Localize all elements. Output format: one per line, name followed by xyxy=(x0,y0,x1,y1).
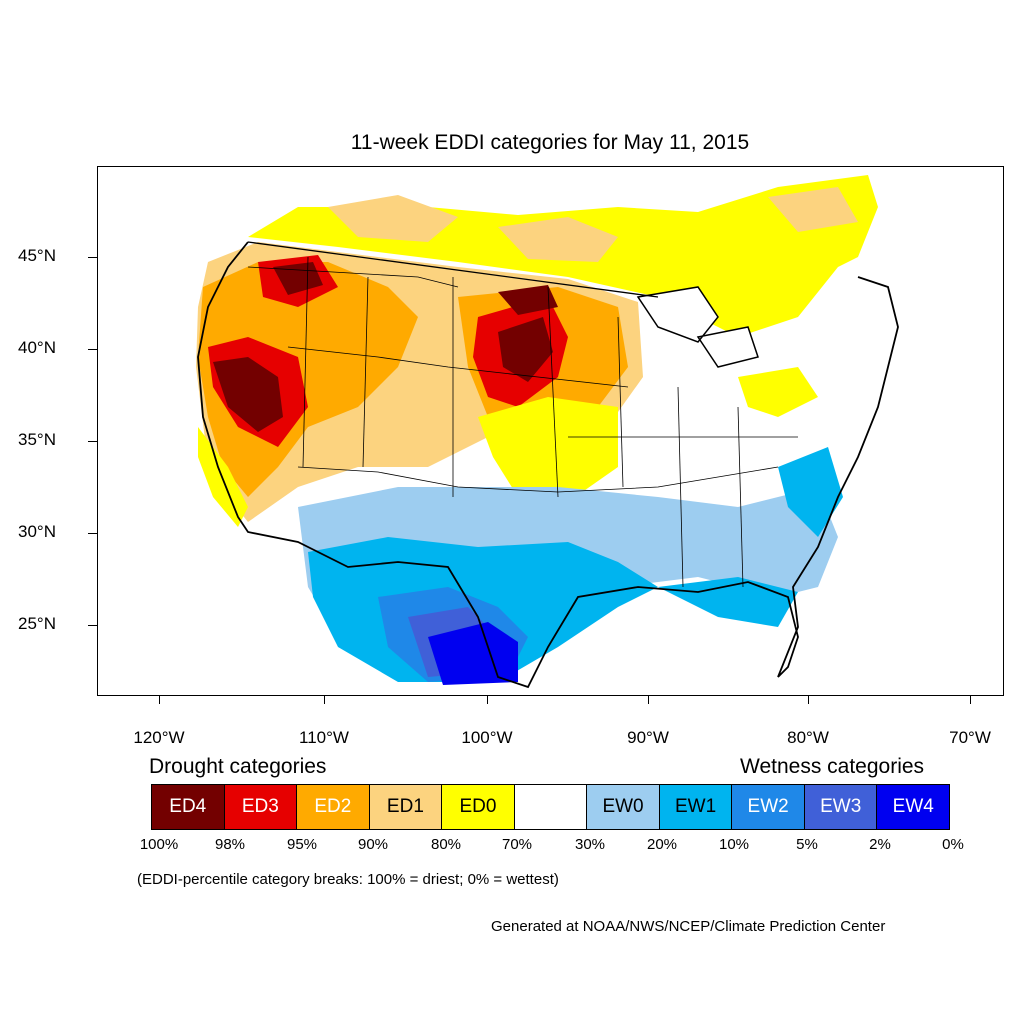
percent-break: 90% xyxy=(357,836,389,853)
us-outline xyxy=(197,241,899,689)
category-legend: ED4 ED3 ED2 ED1 ED0 EW0 EW1 EW2 EW3 EW4 xyxy=(151,784,950,830)
lon-label: 90°W xyxy=(627,728,669,747)
legend-label: EW4 xyxy=(892,796,934,817)
gulf-ew1 xyxy=(658,577,798,627)
legend-label: ED0 xyxy=(459,796,497,817)
lon-tick xyxy=(324,696,325,704)
wetness-categories-title: Wetness categories xyxy=(740,755,925,778)
percent-break: 100% xyxy=(139,836,179,853)
lat-tick xyxy=(88,349,97,350)
percent-break: 70% xyxy=(501,836,533,853)
lon-tick xyxy=(808,696,809,704)
ohio-yellow xyxy=(738,367,818,417)
lat-tick xyxy=(88,625,97,626)
map-title: 11-week EDDI categories for May 11, 2015 xyxy=(350,131,750,154)
idaho-darkred xyxy=(273,262,323,295)
lat-tick xyxy=(88,257,97,258)
lon-label: 80°W xyxy=(787,728,829,747)
lat-tick xyxy=(88,533,97,534)
legend-label: EW0 xyxy=(602,796,644,817)
percent-break: 0% xyxy=(942,836,964,853)
category-note: (EDDI-percentile category breaks: 100% =… xyxy=(137,871,559,888)
lon-label: 120°W xyxy=(133,728,185,747)
legend-box: ED1 xyxy=(369,785,443,829)
lon-tick xyxy=(648,696,649,704)
lon-tick xyxy=(159,696,160,704)
us-map-svg xyxy=(196,175,899,689)
legend-box: EW3 xyxy=(804,785,878,829)
west-coast-yellow xyxy=(198,427,248,527)
state-lines xyxy=(247,256,798,588)
legend-box: EW0 xyxy=(587,785,660,829)
lat-label: 30°N xyxy=(18,522,56,541)
lon-tick xyxy=(487,696,488,704)
percent-break: 30% xyxy=(574,836,606,853)
legend-box: EW4 xyxy=(877,785,950,829)
legend-box: EW1 xyxy=(659,785,733,829)
eddi-map xyxy=(97,166,1004,696)
percent-break: 80% xyxy=(430,836,462,853)
legend-box: EW2 xyxy=(732,785,805,829)
great-lakes xyxy=(636,286,759,368)
legend-label: EW1 xyxy=(675,796,717,817)
legend-label: ED2 xyxy=(314,796,352,817)
legend-label: ED1 xyxy=(386,796,424,817)
plains-darkred xyxy=(498,285,558,382)
credit-text: Generated at NOAA/NWS/NCEP/Climate Predi… xyxy=(491,918,886,935)
lon-label: 70°W xyxy=(949,728,991,747)
drought-categories-title: Drought categories xyxy=(149,755,327,778)
legend-label: ED4 xyxy=(169,796,207,817)
legend-box: ED0 xyxy=(442,785,515,829)
canada-tan xyxy=(328,187,858,262)
lon-label: 110°W xyxy=(299,728,349,747)
lat-label: 45°N xyxy=(18,246,56,265)
legend-box: ED4 xyxy=(152,785,225,829)
percent-break: 95% xyxy=(286,836,318,853)
lon-tick xyxy=(970,696,971,704)
nevada-darkred xyxy=(213,357,283,432)
lat-tick xyxy=(88,441,97,442)
lat-label: 40°N xyxy=(18,338,56,357)
lat-label: 25°N xyxy=(18,614,56,633)
percent-break: 20% xyxy=(646,836,678,853)
us-border-north xyxy=(247,241,659,298)
legend-label: EW3 xyxy=(820,796,862,817)
percent-break: 98% xyxy=(214,836,246,853)
lat-label: 35°N xyxy=(18,430,56,449)
lon-label: 100°W xyxy=(461,728,513,747)
legend-box xyxy=(514,785,588,829)
percent-break: 5% xyxy=(796,836,818,853)
east-coast-ew1 xyxy=(778,447,843,537)
percent-break: 2% xyxy=(869,836,891,853)
legend-label: ED3 xyxy=(241,796,279,817)
west-orange xyxy=(198,262,418,497)
percent-break: 10% xyxy=(718,836,750,853)
legend-box: ED3 xyxy=(224,785,298,829)
legend-box: ED2 xyxy=(297,785,370,829)
central-yellow xyxy=(478,397,618,502)
legend-label: EW2 xyxy=(747,796,789,817)
